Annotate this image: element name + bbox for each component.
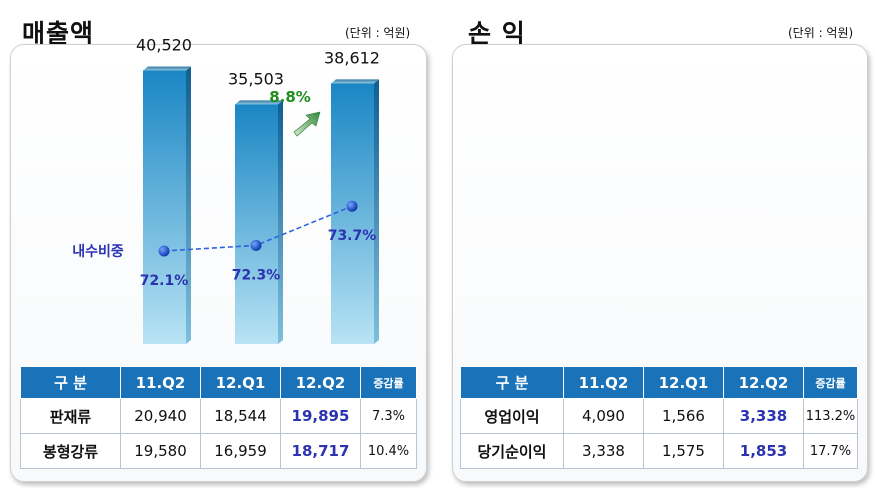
sales-bar-label: 38,612 xyxy=(324,48,380,67)
profit-header-label: 구 분 xyxy=(460,366,564,399)
row-label: 당기순이익 xyxy=(460,433,564,469)
sales-bar-12.Q1 xyxy=(235,104,278,344)
sales-bar-11.Q2-side xyxy=(186,66,191,345)
cell-change: 113.2% xyxy=(803,398,858,434)
sales-header-change: 증감률 xyxy=(360,366,417,399)
cell-change: 10.4% xyxy=(360,433,417,469)
sales-bar-12.Q2-top xyxy=(331,79,379,84)
sales-header-label: 구 분 xyxy=(20,366,121,399)
profit-table: 구 분 11.Q2 12.Q1 12.Q2 증감률 영업이익 4,090 1,5… xyxy=(460,366,858,469)
profit-header-change: 증감률 xyxy=(803,366,858,399)
sales-line-point xyxy=(346,200,358,212)
sales-title: 매출액 xyxy=(22,19,95,48)
cell: 1,566 xyxy=(643,398,724,434)
sales-line-point xyxy=(250,239,262,251)
cell-highlight: 3,338 xyxy=(723,398,804,434)
sales-line-point xyxy=(158,245,170,257)
table-row: 봉형강류 19,580 16,959 18,717 10.4% xyxy=(20,433,417,469)
cell: 4,090 xyxy=(563,398,644,434)
sales-bar-12.Q2-side xyxy=(374,79,379,344)
sales-line-label: 73.7% xyxy=(328,228,377,244)
row-label: 영업이익 xyxy=(460,398,564,434)
cell-change: 17.7% xyxy=(803,433,858,469)
sales-line-label: 72.1% xyxy=(140,273,189,289)
sales-header-11q2: 11.Q2 xyxy=(120,366,201,399)
profit-unit: (단위 : 억원) xyxy=(788,26,854,40)
profit-header-12q1: 12.Q1 xyxy=(643,366,724,399)
table-row: 판재류 20,940 18,544 19,895 7.3% xyxy=(20,398,417,434)
cell: 3,338 xyxy=(563,433,644,469)
cell: 16,959 xyxy=(200,433,281,469)
profit-header-12q2: 12.Q2 xyxy=(723,366,804,399)
sales-growth-label: 8.8% xyxy=(269,88,311,106)
table-row: 당기순이익 3,338 1,575 1,853 17.7% xyxy=(460,433,858,469)
sales-bar-12.Q2 xyxy=(331,83,374,344)
sales-bar-label: 35,503 xyxy=(228,69,284,88)
sales-table-header: 구 분 11.Q2 12.Q1 12.Q2 증감률 xyxy=(20,366,417,399)
sales-bar-label: 40,520 xyxy=(136,35,192,54)
sales-bar-12.Q1-top xyxy=(235,100,283,105)
sales-bar-11.Q2 xyxy=(143,70,186,345)
sales-line-legend: 내수비중 xyxy=(72,244,124,260)
cell: 1,575 xyxy=(643,433,724,469)
row-label: 판재류 xyxy=(20,398,121,434)
sales-table: 구 분 11.Q2 12.Q1 12.Q2 증감률 판재류 20,940 18,… xyxy=(20,366,417,469)
sales-growth-arrow-icon xyxy=(293,111,321,137)
profit-table-header: 구 분 11.Q2 12.Q1 12.Q2 증감률 xyxy=(460,366,858,399)
cell-highlight: 19,895 xyxy=(280,398,361,434)
profit-header-11q2: 11.Q2 xyxy=(563,366,644,399)
cell-change: 7.3% xyxy=(360,398,417,434)
cell: 19,580 xyxy=(120,433,201,469)
sales-line-label: 72.3% xyxy=(232,267,281,283)
sales-unit: (단위 : 억원) xyxy=(345,26,411,40)
profit-title: 손 익 xyxy=(468,19,526,48)
table-row: 영업이익 4,090 1,566 3,338 113.2% xyxy=(460,398,858,434)
cell: 20,940 xyxy=(120,398,201,434)
cell-highlight: 1,853 xyxy=(723,433,804,469)
sales-bar-12.Q1-side xyxy=(278,100,283,344)
sales-header-12q2: 12.Q2 xyxy=(280,366,361,399)
sales-header-12q1: 12.Q1 xyxy=(200,366,281,399)
cell-highlight: 18,717 xyxy=(280,433,361,469)
sales-bar-11.Q2-top xyxy=(143,66,191,71)
row-label: 봉형강류 xyxy=(20,433,121,469)
cell: 18,544 xyxy=(200,398,281,434)
